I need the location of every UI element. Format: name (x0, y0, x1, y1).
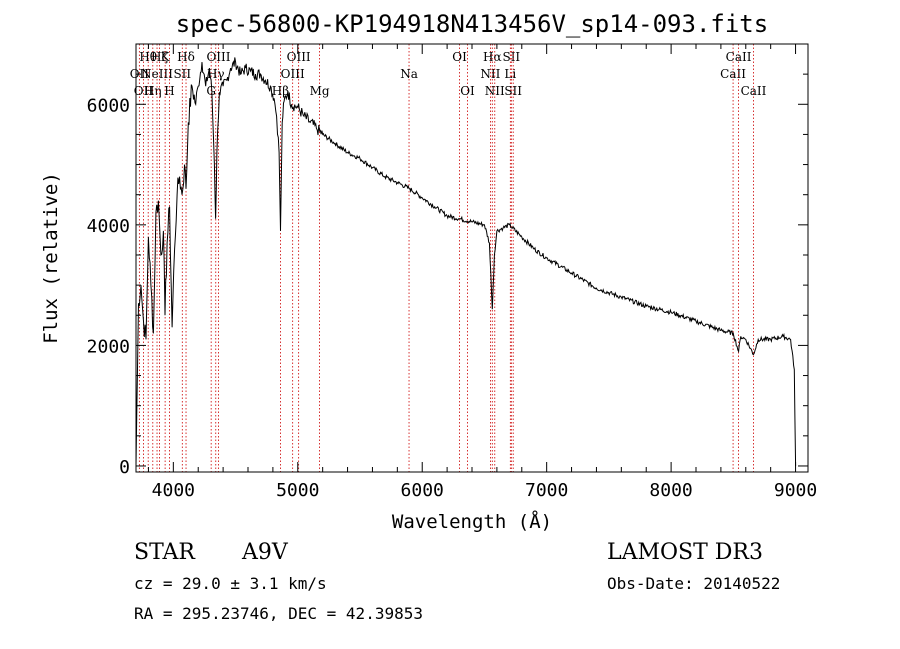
line-marker-label: OIII (206, 50, 230, 64)
line-marker-label: Hθ (139, 50, 157, 64)
y-tick-label: 6000 (87, 95, 130, 116)
chart-title: spec-56800-KP194918N413456V_sp14-093.fit… (176, 10, 768, 38)
line-marker-label: CaII (741, 84, 767, 98)
x-tick-label: 7000 (525, 480, 568, 501)
line-marker-label: H (164, 84, 174, 98)
line-marker-label: SII (173, 67, 191, 81)
y-tick-label: 2000 (87, 336, 130, 357)
line-marker-label: Hβ (272, 84, 289, 98)
line-marker-label: NII (485, 84, 505, 98)
x-tick-label: 9000 (774, 480, 817, 501)
survey-name: LAMOST DR3 (607, 540, 763, 565)
x-tick-label: 5000 (276, 480, 319, 501)
line-marker-label: Li (504, 67, 516, 81)
line-marker-label: Na (400, 67, 418, 81)
line-marker-label: OI (452, 50, 467, 64)
line-marker-label: Hγ (207, 67, 225, 81)
line-marker-label: SII (502, 50, 520, 64)
line-marker-label: Hδ (177, 50, 195, 64)
x-axis-label: Wavelength (Å) (392, 510, 552, 533)
emission-line-markers: OIIOIIHθHηNeIIIHζKHSIIHδGHγOIIIHβOIIIOII… (130, 44, 767, 472)
y-tick-label: 4000 (87, 216, 130, 237)
y-tick-label: 0 (119, 457, 130, 478)
x-axis-ticks: 4000 5000 6000 7000 8000 9000 (147, 44, 817, 501)
x-tick-label: 6000 (401, 480, 444, 501)
line-marker-label: NII (480, 67, 500, 81)
line-marker-label: K (161, 50, 171, 64)
line-marker-label: Hα (483, 50, 502, 64)
plot-frame (135, 43, 809, 473)
observation-date: Obs-Date: 20140522 (607, 574, 781, 593)
redshift-readout: cz = 29.0 ± 3.1 km/s (134, 574, 327, 593)
line-marker-label: G (206, 84, 216, 98)
line-marker-label: OIII (281, 67, 305, 81)
line-marker-label: OI (460, 84, 475, 98)
object-class: STAR (134, 540, 195, 565)
line-marker-label: Hζ (151, 50, 168, 64)
object-subclass: A9V (242, 540, 288, 565)
line-marker-label: NeIII (141, 67, 173, 81)
y-axis-ticks: 0 2000 4000 6000 (87, 73, 808, 478)
spectrum-series (135, 57, 797, 467)
line-marker-label: SII (504, 84, 522, 98)
line-marker-label: Mg (310, 84, 330, 98)
x-tick-label: 4000 (152, 480, 195, 501)
line-marker-label: Hη (144, 84, 162, 98)
spectrum-line (135, 57, 797, 467)
y-axis-label: Flux (relative) (40, 172, 62, 344)
line-marker-label: CaII (720, 67, 746, 81)
line-marker-label: CaII (726, 50, 752, 64)
x-tick-label: 8000 (649, 480, 692, 501)
coordinates-readout: RA = 295.23746, DEC = 42.39853 (134, 604, 423, 623)
line-marker-label: OIII (287, 50, 311, 64)
